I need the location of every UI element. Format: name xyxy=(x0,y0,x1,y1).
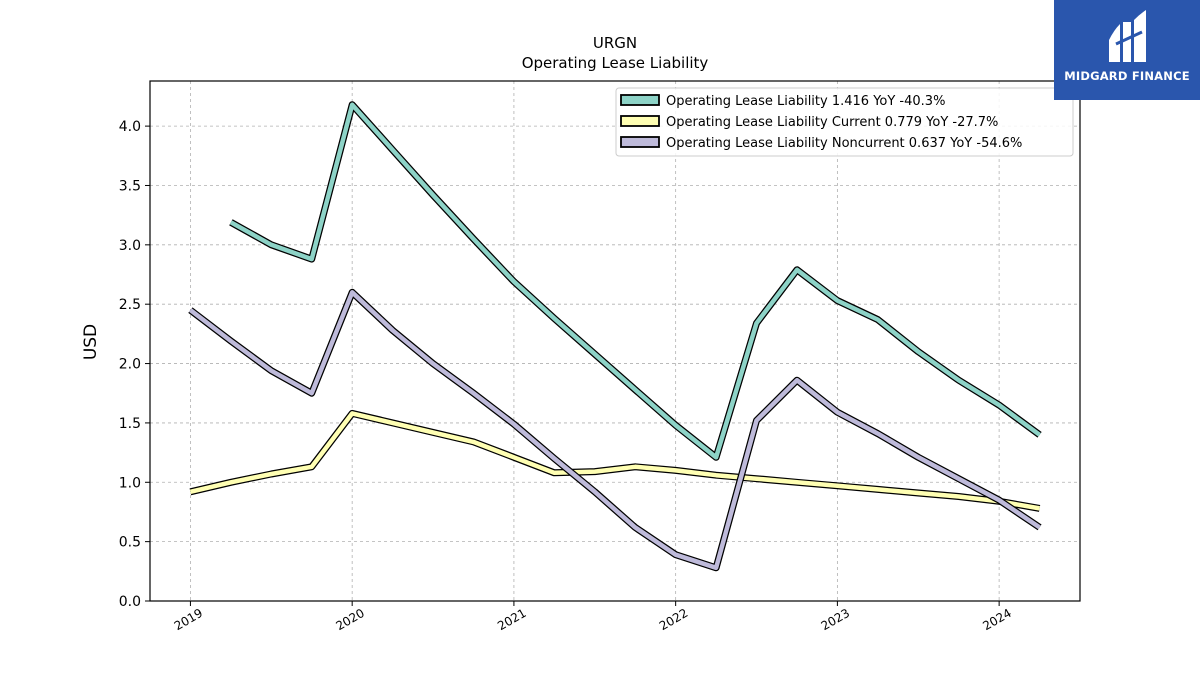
y-tick-label: 3.0 xyxy=(119,238,141,254)
y-tick-label: 2.5 xyxy=(119,297,141,313)
chart-title: URGN xyxy=(593,34,637,52)
plot-frame xyxy=(149,80,1081,602)
y-tick-label: 0.0 xyxy=(119,594,141,610)
legend-swatch xyxy=(620,115,660,127)
series-3-line xyxy=(189,290,1041,571)
chart-subtitle: Operating Lease Liability xyxy=(522,54,709,72)
brand-logo: MIDGARD FINANCE xyxy=(1054,0,1200,100)
y-tick-label: 2.0 xyxy=(119,357,141,373)
legend: Operating Lease Liability 1.416 YoY -40.… xyxy=(615,87,1074,157)
y-tick-label: 0.5 xyxy=(119,535,141,551)
brand-mark-icon xyxy=(1109,10,1146,62)
y-tick-label: 4.0 xyxy=(119,119,141,135)
legend-box xyxy=(615,87,1074,157)
legend-swatch xyxy=(620,94,660,106)
series-2-line xyxy=(189,411,1040,511)
legend-swatch xyxy=(620,136,660,148)
series-lines xyxy=(188,101,1042,572)
brand-name: MIDGARD FINANCE xyxy=(1064,69,1190,83)
grid xyxy=(150,81,1080,602)
y-tick-label: 3.5 xyxy=(119,178,141,194)
legend-label: Operating Lease Liability Current 0.779 … xyxy=(666,115,998,130)
legend-label: Operating Lease Liability Noncurrent 0.6… xyxy=(666,136,1022,151)
series-1-line xyxy=(229,102,1041,460)
y-axis-ticks: 0.0 0.5 1.0 1.5 2.0 2.5 3.0 3.5 4.0 xyxy=(119,119,150,610)
y-axis-label: USD xyxy=(81,324,101,360)
y-tick-label: 1.5 xyxy=(119,416,141,432)
legend-label: Operating Lease Liability 1.416 YoY -40.… xyxy=(666,94,945,109)
y-tick-label: 1.0 xyxy=(119,475,141,491)
